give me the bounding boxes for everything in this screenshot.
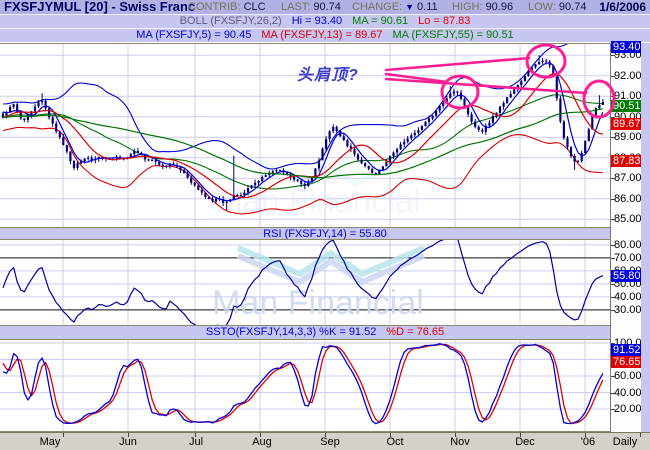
month-label: Jun — [119, 436, 137, 448]
value-badge: 89.67 — [611, 118, 641, 130]
header-field-contrib: CONTRIB: CLC — [188, 1, 266, 13]
quote-date: 1/6/2006 — [599, 0, 646, 14]
change-down-icon: ▼ — [405, 2, 415, 12]
value-badge: 93.40 — [611, 41, 641, 53]
axis-tick — [585, 433, 586, 437]
indicator-reading: %D = 76.65 — [386, 326, 445, 338]
boll-label-bar: BOLL (FXSFJY,26,2) Hi = 93.40 MA = 90.61 Lo… — [0, 15, 650, 28]
axis-tick — [611, 376, 615, 377]
header-field-low: LOW: 90.74 — [528, 1, 587, 13]
axis-tick — [195, 433, 196, 437]
ssto-panel — [0, 339, 610, 432]
axis-label: 20.00 — [614, 403, 642, 415]
indicator-reading: SSTO(FXSFJY,14,3,3) %K = 91.52 — [205, 326, 377, 338]
indicator-reading: Hi = 93.40 — [291, 15, 343, 27]
axis-tick — [260, 433, 261, 437]
indicator-reading: MA (FXSFJY,13) = 89.67 — [261, 29, 383, 41]
axis-tick — [63, 433, 64, 437]
month-label: May — [39, 436, 61, 448]
month-label: Nov — [450, 436, 470, 448]
month-label: Oct — [386, 436, 404, 448]
month-label: Aug — [252, 436, 272, 448]
symbol-title: FXSFJYMUL [20] - Swiss Franc — [4, 0, 196, 14]
axis-tick — [611, 245, 615, 246]
value-badge: 76.65 — [611, 356, 641, 368]
value-badge: 87.83 — [611, 155, 641, 167]
timeframe-label[interactable]: Daily — [612, 436, 638, 448]
axis-label: 30.00 — [614, 304, 642, 316]
header-field-last: LAST: 90.74 — [281, 1, 341, 13]
axis-label: 92.00 — [614, 70, 642, 82]
header-field-high: HIGH: 90.96 — [452, 1, 514, 13]
axis-tick — [325, 433, 326, 437]
axis-tick — [128, 433, 129, 437]
main-price-panel: Man Financial — [0, 43, 610, 228]
axis-tick — [611, 393, 615, 394]
value-badge: 91.52 — [611, 344, 641, 356]
axis-tick — [611, 284, 615, 285]
value-badge: 55.80 — [611, 270, 641, 282]
axis-label: 70.00 — [614, 252, 642, 264]
rsi-label-bar: RSI (FXSFJY,14) = 55.80 — [0, 228, 650, 240]
ssto-label-bar: SSTO(FXSFJY,14,3,3) %K = 91.52 %D = 76.65 — [0, 326, 650, 339]
annotation-text: 头肩顶? — [297, 67, 359, 84]
axis-label: 89.00 — [614, 131, 642, 143]
axis-label: 80.00 — [614, 239, 642, 251]
axis-label: 86.00 — [614, 193, 642, 205]
axis-tick — [611, 343, 615, 344]
axis-tick — [640, 433, 641, 437]
month-label: Dec — [515, 436, 535, 448]
separator — [0, 28, 650, 29]
axis-label: 87.00 — [614, 172, 642, 184]
ssto-chart-canvas[interactable] — [0, 340, 610, 431]
separator — [0, 14, 650, 15]
axis-tick — [611, 76, 615, 77]
ma-label-bar: MA (FXSFJY,5) = 90.45 MA (FXSFJY,13) = 89… — [0, 29, 650, 42]
value-badge: 90.51 — [611, 100, 641, 112]
axis-label: 40.00 — [614, 291, 642, 303]
axis-tick — [611, 310, 615, 311]
right-scroll-strip[interactable] — [641, 43, 650, 432]
month-label: Sep — [320, 436, 340, 448]
rsi-panel: Man Financial — [0, 239, 610, 326]
indicator-reading: MA (FXSFJY,55) = 90.51 — [392, 29, 514, 41]
indicator-reading: MA = 90.61 — [352, 15, 409, 27]
axis-tick — [611, 55, 615, 56]
axis-tick — [455, 433, 456, 437]
axis-label: 60.00 — [614, 370, 642, 382]
svg-text:Man Financial: Man Financial — [212, 284, 424, 322]
rsi-chart-canvas[interactable]: Man Financial — [0, 240, 610, 325]
value-axis: 93.0092.0091.0090.0089.0088.0087.0086.00… — [610, 41, 648, 432]
axis-tick — [611, 178, 615, 179]
month-label: '06 — [580, 436, 596, 448]
axis-tick — [611, 258, 615, 259]
axis-tick — [611, 409, 615, 410]
indicator-reading: Lo = 87.83 — [418, 15, 471, 27]
indicator-reading: BOLL (FXSFJY,26,2) — [179, 15, 282, 27]
indicator-reading: MA (FXSFJY,5) = 90.45 — [136, 29, 252, 41]
axis-label: 85.00 — [614, 213, 642, 225]
axis-label: 91.00 — [614, 90, 642, 102]
axis-tick — [611, 297, 615, 298]
header-field-change: CHANGE: ▼ 0.11 — [352, 1, 438, 13]
axis-tick — [611, 199, 615, 200]
axis-tick — [520, 433, 521, 437]
month-label: Jul — [188, 436, 204, 448]
axis-tick — [611, 219, 615, 220]
axis-label: 40.00 — [614, 387, 642, 399]
time-axis: Daily May Jun Jul Aug Sep Oct Nov Dec '06 — [0, 432, 650, 450]
axis-tick — [611, 137, 615, 138]
title-bar: FXSFJYMUL [20] - Swiss Franc CONTRIB: CLC… — [0, 0, 650, 14]
indicator-reading: RSI (FXSFJY,14) = 55.80 — [263, 228, 387, 240]
axis-tick — [390, 433, 391, 437]
